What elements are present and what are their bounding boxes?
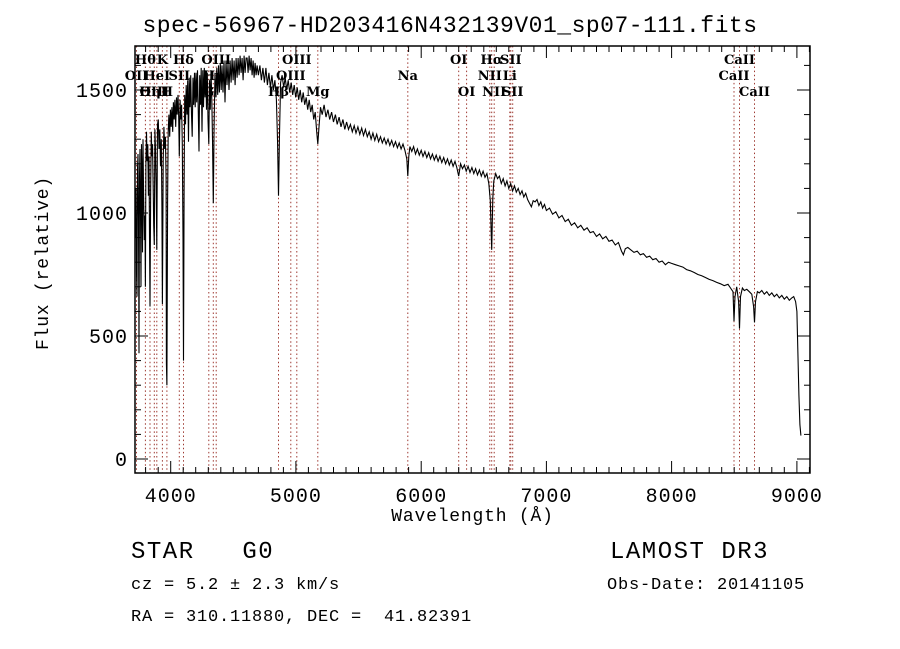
x-tick-label: 5000: [270, 486, 322, 509]
spectral-line-label: OIII: [140, 85, 170, 100]
survey-release-label: LAMOST DR3: [610, 539, 770, 566]
spectral-line-label: OI: [450, 53, 467, 68]
y-tick-label: 0: [115, 450, 128, 473]
spectral-line-label: Mg: [306, 85, 329, 100]
ra-dec-text: RA = 310.11880, DEC = 41.82391: [131, 608, 473, 627]
x-tick-label: 9000: [771, 486, 823, 509]
y-tick-label: 1500: [76, 81, 128, 104]
spectral-line-label: SII: [169, 69, 191, 84]
object-class-label: STAR G0: [131, 539, 275, 566]
x-tick-label: 6000: [395, 486, 447, 509]
radial-velocity-text: cz = 5.2 ± 2.3 km/s: [131, 576, 341, 595]
x-tick-label: 4000: [145, 486, 197, 509]
spectral-line-label: HeI: [143, 69, 170, 84]
spectral-line-label: G: [203, 85, 214, 100]
spectrum-trace: [134, 55, 802, 436]
spectral-line-label: SII: [500, 53, 522, 68]
y-tick-label: 500: [89, 327, 128, 350]
spectral-line-label: Hβ: [268, 85, 289, 100]
plot-frame: [134, 45, 811, 474]
spectral-line-label: OIII: [282, 53, 312, 68]
spectral-line-label: Na: [398, 69, 419, 84]
obs-date-text: Obs-Date: 20141105: [607, 576, 806, 595]
spectral-line-label: OIII: [201, 53, 231, 68]
spectral-line-label: CaII: [719, 69, 750, 84]
spectral-line-label: Hη: [139, 85, 161, 100]
x-tick-label: 8000: [646, 486, 698, 509]
spectral-line-label: CaII: [724, 53, 755, 68]
y-tick-label: 1000: [76, 204, 128, 227]
spectral-line-label: OIII: [276, 69, 306, 84]
spectral-line-label: Hα: [481, 53, 503, 68]
spectral-line-label: Hθ: [135, 53, 156, 68]
x-tick-label: 7000: [520, 486, 572, 509]
y-axis-label: Flux (relative): [34, 175, 54, 351]
spectral-line-label: SII: [502, 85, 524, 100]
spectral-line-label: CaII: [739, 85, 770, 100]
spectral-line-label: NII: [482, 85, 506, 100]
spectral-line-label: OII: [125, 69, 149, 84]
spectral-line-label: OI: [458, 85, 475, 100]
spectral-line-label: Li: [503, 69, 517, 84]
spectral-line-label: H: [161, 85, 173, 100]
plot-title: spec-56967-HD203416N432139V01_sp07-111.f…: [142, 13, 758, 39]
spectral-line-label: K: [157, 53, 169, 68]
spectral-line-label: Hγ: [203, 69, 224, 84]
spectral-line-label: Hδ: [173, 53, 194, 68]
spectral-line-label: NII: [478, 69, 502, 84]
x-axis-label: Wavelength (Å): [391, 507, 554, 527]
